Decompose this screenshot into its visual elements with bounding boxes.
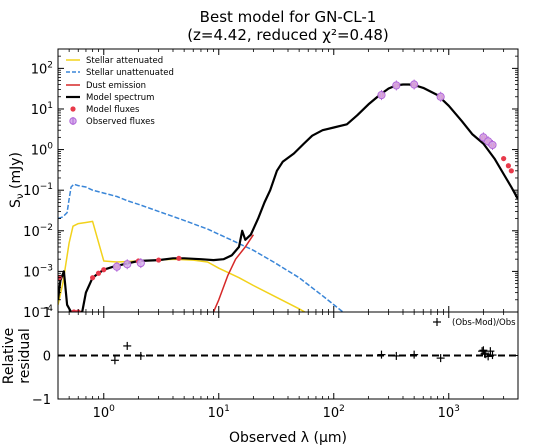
- observed-flux-point: [488, 140, 497, 150]
- chart-title-line2: (z=4.42, reduced χ²=0.48): [187, 26, 389, 44]
- model-flux-point: [508, 168, 514, 174]
- series-line-dust-emission: [212, 234, 255, 312]
- residual-point: [410, 350, 419, 359]
- residual-ytick-label: 0: [43, 350, 51, 365]
- model-flux-point: [176, 255, 182, 261]
- residual-point: [392, 351, 401, 360]
- residual-ytick-label: −1: [32, 393, 51, 408]
- observed-flux-point: [136, 259, 145, 268]
- residual-point: [436, 354, 445, 363]
- series-line-stellar-unattenuated: [58, 183, 344, 312]
- observed-flux-point: [112, 262, 121, 271]
- model-flux-point: [501, 155, 507, 162]
- residual-point: [488, 351, 497, 360]
- legend-label-dust-emission: Dust emission: [86, 81, 146, 91]
- main-ylabel: Sν (mJy): [8, 152, 26, 208]
- model-flux-point: [95, 270, 102, 276]
- main-ytick-label: 100: [31, 142, 54, 159]
- model-flux-point: [90, 275, 96, 281]
- chart-title-line1: Best model for GN-CL-1: [200, 8, 377, 26]
- residual-point: [110, 356, 119, 365]
- legend-label-model-spectrum: Model spectrum: [86, 93, 154, 103]
- main-ytick-label: 10−3: [23, 263, 53, 280]
- legend-label-observed-fluxes: Observed fluxes: [86, 117, 155, 127]
- legend-label-stellar-unattenuated: Stellar unattenuated: [86, 68, 174, 78]
- ylabel-unit: (mJy): [8, 152, 24, 193]
- legend-swatch-model-fluxes: [70, 106, 76, 112]
- main-ytick-label: 101: [31, 101, 53, 118]
- residual-point: [123, 341, 132, 350]
- main-ytick-label: 10−4: [23, 304, 53, 321]
- residual-legend-label: (Obs-Mod)/Obs: [452, 318, 516, 328]
- series-line-stellar-attenuated: [58, 220, 307, 312]
- xtick-label: 101: [208, 404, 230, 421]
- residual-xlabel: Observed λ (μm): [229, 430, 347, 446]
- residual-point: [484, 352, 493, 361]
- observed-flux-point: [123, 260, 132, 269]
- model-flux-point: [101, 267, 107, 273]
- main-ytick-label: 102: [31, 60, 53, 77]
- main-ytick-label: 10−1: [23, 182, 53, 199]
- ylabel-s: S: [8, 199, 24, 208]
- residual-point: [377, 350, 386, 359]
- main-legend: Stellar attenuated Stellar unattenuated …: [66, 56, 174, 127]
- residual-plot-frame: [57, 311, 519, 400]
- residual-legend-marker: [433, 318, 441, 326]
- observed-flux-point: [377, 90, 386, 100]
- ylabel-nu: ν: [15, 193, 26, 199]
- residual-ylabel-line1: Relative: [1, 328, 17, 384]
- residual-legend: (Obs-Mod)/Obs: [433, 318, 516, 328]
- legend-label-model-fluxes: Model fluxes: [86, 105, 140, 115]
- residual-ylabel-line2: residual: [17, 328, 33, 383]
- model-flux-point: [505, 163, 511, 169]
- observed-flux-point: [392, 81, 401, 90]
- residual-point: [136, 351, 145, 360]
- main-panel: 10−4 10−3 10−2 10−1 100 101 102 Sν (mJy) Stell…: [8, 48, 519, 321]
- observed-flux-point: [436, 92, 445, 101]
- observed-flux-point: [410, 80, 419, 89]
- model-flux-point: [71, 309, 77, 312]
- legend-label-stellar-attenuated: Stellar attenuated: [86, 56, 163, 66]
- xtick-label: 100: [93, 404, 116, 421]
- xtick-label: 103: [438, 404, 460, 421]
- residual-ytick-label: 1: [43, 306, 51, 321]
- main-ytick-label: 10−2: [23, 223, 53, 240]
- model-flux-point: [156, 257, 162, 263]
- xtick-label: 102: [323, 404, 345, 421]
